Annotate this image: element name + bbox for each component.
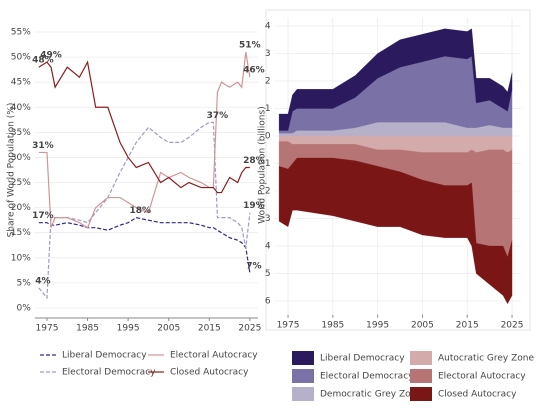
y-tick-label: 4: [265, 242, 271, 252]
y-tick-label: 5: [265, 269, 271, 279]
x-tick-label: 1975: [277, 320, 300, 330]
area: [278, 28, 513, 131]
x-tick-label: 1985: [321, 320, 344, 330]
legend-swatch: [292, 351, 314, 365]
annotation: 51%: [239, 41, 261, 51]
y-tick-label: 20%: [11, 203, 31, 213]
y-tick-label: 5%: [17, 278, 32, 288]
x-tick-label: 1995: [117, 324, 140, 334]
legend-label: Liberal Democracy: [62, 351, 147, 361]
annotation: 28%: [243, 156, 265, 166]
x-tick-label: 2025: [238, 324, 261, 334]
y-tick-label: 15%: [11, 228, 31, 238]
y-axis-label: World Population (billions): [258, 106, 268, 223]
y-tick-label: 3: [265, 49, 271, 59]
x-tick-label: 1975: [36, 324, 59, 334]
y-tick-label: 35%: [11, 128, 31, 138]
x-tick-label: 2005: [411, 320, 434, 330]
line: [38, 51, 251, 229]
annotation: 18%: [129, 206, 151, 216]
y-tick-label: 2: [265, 187, 271, 197]
y-tick-label: 45%: [11, 78, 31, 88]
legend-swatch: [292, 369, 314, 383]
legend-swatch: [410, 387, 432, 401]
annotation: 37%: [207, 111, 229, 121]
line: [38, 60, 250, 194]
y-tick-label: 3: [265, 214, 271, 224]
annotation: 46%: [243, 66, 265, 76]
y-tick-label: 1: [265, 159, 271, 169]
annotation: 19%: [243, 201, 265, 211]
x-tick-label: 1995: [366, 320, 389, 330]
x-tick-label: 2015: [198, 324, 221, 334]
y-tick-label: 25%: [11, 178, 31, 188]
y-tick-label: 40%: [11, 103, 31, 113]
y-tick-label: 2: [265, 77, 271, 87]
legend-label: Liberal Democracy: [320, 354, 405, 364]
y-tick-label: 4: [265, 22, 271, 32]
legend-label: Autocratic Grey Zone: [438, 354, 534, 364]
y-tick-label: 6: [265, 297, 271, 307]
y-tick-label: 1: [265, 104, 271, 114]
legend-label: Electoral Autocracy: [438, 372, 526, 382]
x-tick-label: 1985: [76, 324, 99, 334]
legend-label: Closed Autocracy: [170, 368, 249, 378]
y-axis-label: Share of World Population (%): [7, 103, 17, 238]
legend-label: Electoral Democracy: [320, 372, 414, 382]
y-tick-label: 55%: [11, 28, 31, 38]
y-tick-label: 0: [265, 132, 271, 142]
y-tick-label: 30%: [11, 153, 31, 163]
legend-swatch: [410, 369, 432, 383]
annotation: 48%: [32, 56, 54, 66]
x-tick-label: 2005: [157, 324, 180, 334]
x-tick-label: 2015: [456, 320, 479, 330]
legend-label: Electoral Democracy: [62, 368, 156, 378]
legend-label: Electoral Autocracy: [170, 351, 258, 361]
y-tick-label: 50%: [11, 53, 31, 63]
annotation: 4%: [35, 276, 50, 286]
annotation: 7%: [246, 261, 261, 271]
annotation: 49%: [40, 51, 62, 61]
y-tick-label: 10%: [11, 253, 31, 263]
x-tick-label: 2025: [501, 320, 524, 330]
line: [38, 217, 251, 273]
legend-swatch: [292, 387, 314, 401]
legend-swatch: [410, 351, 432, 365]
area: [278, 157, 513, 305]
y-tick-label: 0%: [17, 303, 32, 313]
annotation: 31%: [32, 141, 54, 151]
annotation: 17%: [32, 211, 54, 221]
legend-label: Closed Autocracy: [438, 390, 517, 400]
legend-label: Democratic Grey Zone: [320, 390, 422, 400]
